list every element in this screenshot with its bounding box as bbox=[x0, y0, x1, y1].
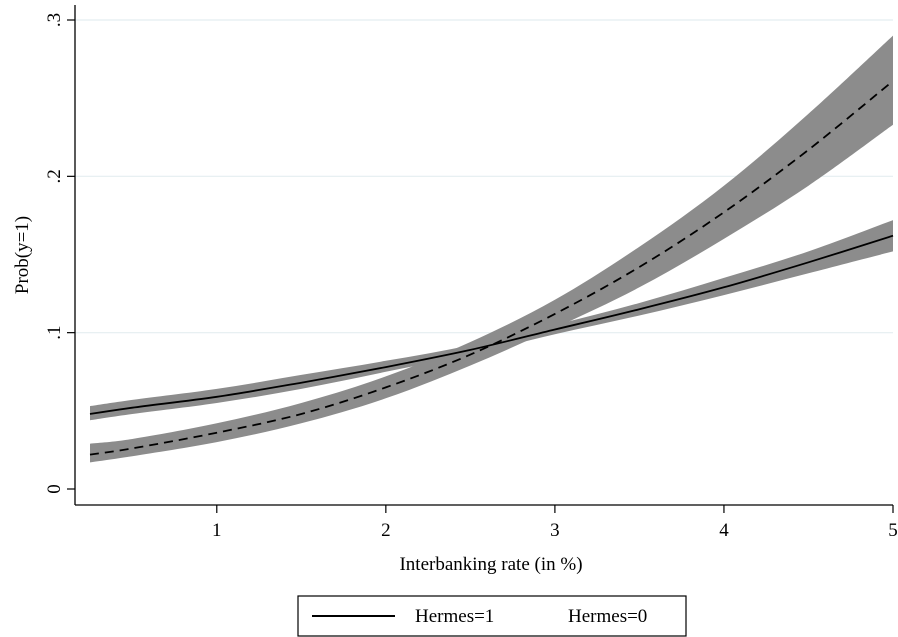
y-tick-label-3: .3 bbox=[44, 13, 65, 27]
x-tick-label-2: 3 bbox=[550, 520, 560, 541]
x-tick-label-4: 5 bbox=[888, 520, 898, 541]
legend-label-hermes-0: Hermes=0 bbox=[568, 606, 647, 627]
x-tick-label-3: 4 bbox=[719, 520, 729, 541]
y-ticks: 0 .1 .2 .3 bbox=[44, 13, 75, 494]
x-tick-label-1: 2 bbox=[381, 520, 391, 541]
x-ticks: 1 2 3 4 5 bbox=[212, 505, 898, 541]
x-tick-label-0: 1 bbox=[212, 520, 222, 541]
y-tick-label-0: 0 bbox=[44, 484, 65, 494]
series-lines bbox=[89, 80, 894, 456]
y-tick-label-1: .1 bbox=[44, 326, 65, 340]
legend: Hermes=1 Hermes=0 bbox=[297, 595, 687, 637]
y-axis-title: Prob(y=1) bbox=[12, 216, 33, 294]
confidence-band-hermes-1 bbox=[90, 220, 893, 421]
x-axis-title: Interbanking rate (in %) bbox=[399, 554, 582, 575]
series-line-hermes-1 bbox=[89, 234, 894, 415]
legend-label-hermes-1: Hermes=1 bbox=[415, 606, 494, 627]
confidence-bands bbox=[90, 35, 893, 463]
series-line-hermes-0 bbox=[89, 80, 894, 456]
y-tick-label-2: .2 bbox=[44, 169, 65, 183]
